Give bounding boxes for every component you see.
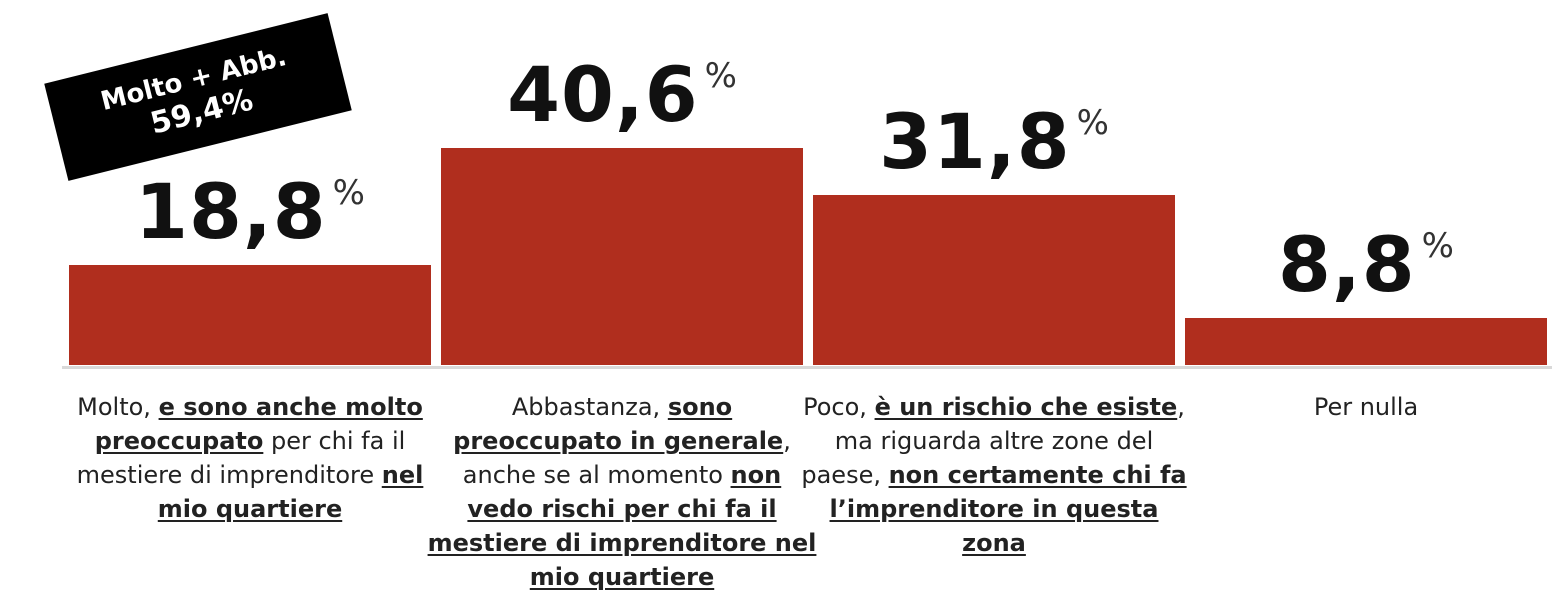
value-number: 40,6 bbox=[507, 50, 699, 139]
bar-3 bbox=[813, 195, 1175, 365]
percent-sign: % bbox=[704, 56, 737, 96]
value-number: 8,8 bbox=[1278, 220, 1416, 309]
category-label-text: Per nulla bbox=[1313, 393, 1419, 421]
percent-sign: % bbox=[1421, 226, 1454, 266]
value-label-4: 8,8% bbox=[1278, 220, 1454, 309]
bar-1 bbox=[69, 265, 431, 365]
category-label-2: Abbastanza, sono preoccupato in generale… bbox=[427, 390, 817, 594]
category-label-emphasis: non vedo rischi per chi fa il mestiere d… bbox=[427, 461, 817, 591]
category-label-text: Abbastanza, bbox=[511, 393, 668, 421]
bar-2 bbox=[441, 148, 803, 365]
value-number: 31,8 bbox=[879, 97, 1071, 186]
percent-sign: % bbox=[332, 173, 365, 213]
value-label-1: 18,8% bbox=[135, 167, 365, 256]
category-label-3: Poco, è un rischio che esiste, ma riguar… bbox=[799, 390, 1189, 560]
category-label-4: Per nulla bbox=[1171, 390, 1561, 424]
category-label-text: Poco, bbox=[803, 393, 875, 421]
category-label-emphasis: non certamente chi fa l’imprenditore in … bbox=[829, 461, 1187, 557]
category-label-text: , anche se al momento bbox=[462, 427, 791, 489]
category-label-text: per chi fa il mestiere di imprenditore bbox=[76, 427, 406, 489]
category-label-emphasis: nel mio quartiere bbox=[157, 461, 424, 523]
category-label-text: Molto, bbox=[77, 393, 159, 421]
bar-4 bbox=[1185, 318, 1547, 365]
category-label-1: Molto, e sono anche molto preoccupato pe… bbox=[55, 390, 445, 526]
category-label-emphasis: sono preoccupato in generale bbox=[453, 393, 784, 455]
percent-sign: % bbox=[1076, 103, 1109, 143]
value-label-2: 40,6% bbox=[507, 50, 737, 139]
category-label-emphasis: è un rischio che esiste bbox=[874, 393, 1178, 421]
category-label-text: , ma riguarda altre zone del paese, bbox=[801, 393, 1185, 489]
baseline bbox=[62, 366, 1552, 369]
value-number: 18,8 bbox=[135, 167, 327, 256]
category-label-emphasis: e sono anche molto preoccupato bbox=[94, 393, 423, 455]
value-label-3: 31,8% bbox=[879, 97, 1109, 186]
annotation-badge: Molto + Abb. 59,4% bbox=[44, 13, 352, 181]
